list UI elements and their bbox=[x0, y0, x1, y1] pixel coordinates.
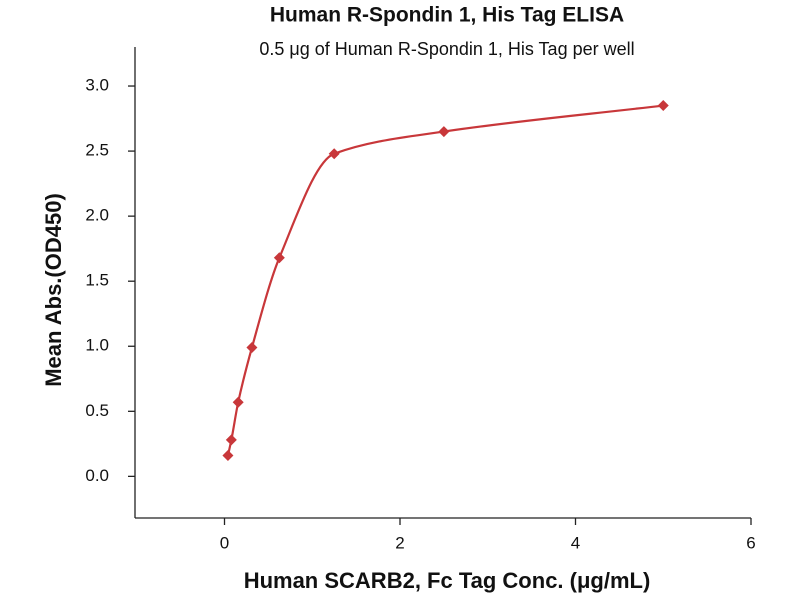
data-point bbox=[222, 450, 234, 462]
y-tick-label: 1.0 bbox=[85, 336, 109, 355]
y-tick-label: 0.0 bbox=[85, 466, 109, 485]
fit-curve bbox=[226, 104, 664, 456]
y-tick-label: 3.0 bbox=[85, 76, 109, 95]
data-point bbox=[225, 434, 237, 446]
y-tick-label: 2.0 bbox=[85, 206, 109, 225]
x-axis-label: Human SCARB2, Fc Tag Conc. (μg/mL) bbox=[244, 568, 651, 593]
data-point bbox=[328, 148, 340, 160]
x-tick-label: 2 bbox=[395, 533, 404, 552]
y-tick-label: 2.5 bbox=[85, 141, 109, 160]
data-point bbox=[246, 342, 258, 354]
x-tick-label: 0 bbox=[220, 533, 229, 552]
y-axis-label: Mean Abs.(OD450) bbox=[41, 193, 66, 387]
data-point bbox=[657, 100, 669, 112]
data-point bbox=[232, 396, 244, 408]
x-tick-label: 6 bbox=[746, 533, 755, 552]
data-point bbox=[438, 126, 450, 138]
y-tick-label: 0.5 bbox=[85, 401, 109, 420]
chart-subtitle: 0.5 μg of Human R-Spondin 1, His Tag per… bbox=[259, 39, 634, 59]
y-tick-label: 1.5 bbox=[85, 271, 109, 290]
x-tick-label: 4 bbox=[571, 533, 580, 552]
chart-title: Human R-Spondin 1, His Tag ELISA bbox=[270, 4, 624, 27]
data-point bbox=[273, 252, 285, 264]
